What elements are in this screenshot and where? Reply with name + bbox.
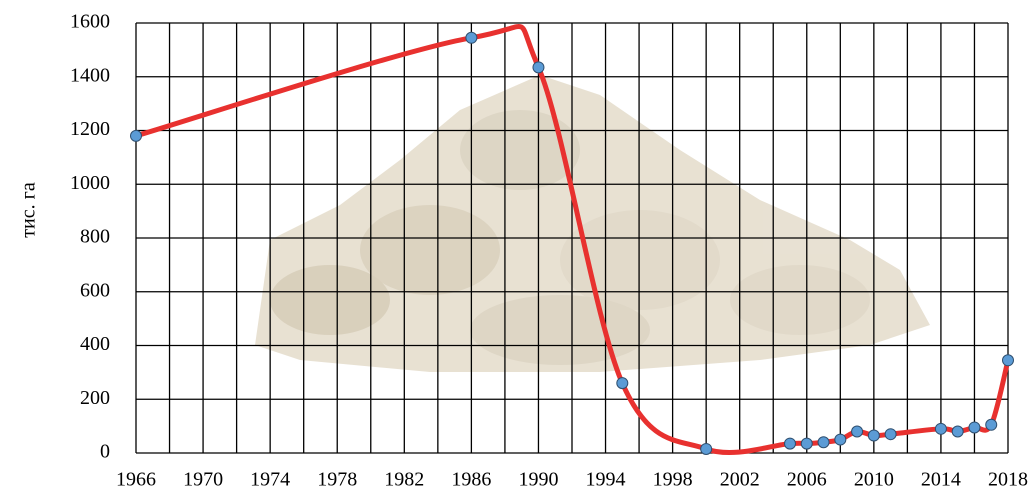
data-point [130, 129, 142, 142]
y-tick-label: 600 [80, 279, 110, 301]
data-point [532, 61, 545, 74]
data-point [985, 418, 998, 431]
data-point [616, 377, 629, 390]
data-point [817, 436, 830, 449]
x-tick-label: 1998 [653, 469, 693, 491]
y-tick-label: 800 [80, 226, 110, 248]
data-point [784, 437, 796, 450]
x-tick-label: 2014 [921, 469, 961, 491]
data-point [1002, 354, 1014, 367]
x-tick-label: 1966 [116, 469, 156, 491]
y-tick-label: 400 [80, 333, 110, 355]
data-point [884, 428, 897, 441]
background-pile [255, 75, 930, 372]
data-point [834, 433, 847, 446]
data-point [800, 437, 813, 450]
data-point [700, 442, 713, 455]
x-tick-label: 2006 [787, 469, 827, 491]
x-tick-label: 2010 [854, 469, 894, 491]
x-tick-label: 2002 [720, 469, 760, 491]
x-tick-label: 1994 [586, 469, 626, 491]
data-point [867, 429, 880, 442]
x-tick-label: 2018 [988, 469, 1028, 491]
data-point [968, 421, 981, 434]
x-tick-label: 1986 [451, 469, 491, 491]
y-tick-label: 0 [100, 441, 110, 463]
x-tick-label: 1982 [384, 469, 424, 491]
y-tick-label: 1600 [70, 11, 110, 33]
data-point [465, 31, 478, 44]
y-tick-label: 1200 [70, 118, 110, 140]
y-axis-label: тис. га [18, 182, 40, 238]
x-tick-label: 1990 [518, 469, 558, 491]
x-tick-label: 1978 [317, 469, 357, 491]
y-tick-label: 1400 [70, 64, 110, 86]
x-tick-label: 1970 [183, 469, 223, 491]
data-point [934, 422, 947, 435]
data-point [951, 425, 964, 438]
x-tick-label: 1974 [250, 469, 290, 491]
data-point [851, 425, 864, 438]
y-tick-label: 200 [80, 387, 110, 409]
y-tick-label: 1000 [70, 172, 110, 194]
